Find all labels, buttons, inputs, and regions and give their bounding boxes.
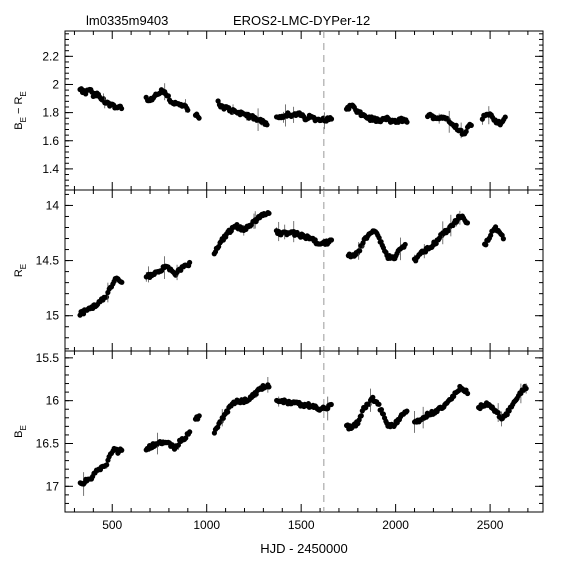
y-tick-label: 17 — [46, 479, 60, 493]
data-point — [464, 220, 471, 226]
field-label: lm0335m9403 — [86, 13, 168, 28]
y-axis-label-sub2: E — [19, 91, 28, 96]
data-point — [266, 210, 272, 216]
data-point — [453, 122, 459, 128]
panel-frame — [64, 350, 544, 513]
data-point — [483, 242, 489, 248]
data-point — [187, 429, 193, 435]
data-point — [488, 232, 494, 238]
y-axis-label-main: B — [13, 431, 25, 438]
data-point — [500, 236, 506, 242]
x-tick-label: 2000 — [382, 518, 409, 532]
y-axis-label-main: B — [13, 122, 25, 129]
star-label: EROS2-LMC-DYPer-12 — [233, 13, 370, 28]
data-point — [103, 294, 110, 300]
x-tick-label: 1500 — [288, 518, 315, 532]
y-tick-label: 16.5 — [36, 436, 60, 450]
x-tick-label: 1000 — [193, 518, 220, 532]
panel-frame — [64, 189, 544, 352]
data-point — [464, 390, 471, 397]
data-point — [104, 462, 110, 468]
data-point — [463, 128, 469, 135]
panel-red-magnitude: 14 14.5 15 RE — [13, 189, 544, 352]
y-axis-label: RE — [13, 264, 28, 277]
y-tick-label: 15 — [46, 309, 60, 323]
x-tick-label: 2500 — [477, 518, 504, 532]
y-tick-label: 14.5 — [36, 254, 60, 268]
data-point — [196, 115, 202, 121]
data-point — [264, 122, 270, 128]
data-point — [378, 407, 385, 413]
data-point — [523, 385, 529, 392]
data-point — [165, 93, 171, 99]
data-point — [118, 105, 125, 112]
y-axis-label-sub: E — [19, 264, 28, 269]
data-point — [119, 447, 125, 453]
data-point — [328, 116, 335, 122]
data-point — [225, 409, 231, 415]
panel-frame — [64, 30, 544, 191]
y-tick-label: 1.6 — [42, 134, 59, 148]
y-axis-label-main: R — [13, 269, 25, 277]
y-tick-label: 16 — [46, 394, 60, 408]
data-point — [376, 235, 382, 241]
data-point — [183, 435, 189, 441]
data-point — [328, 237, 335, 243]
y-tick-label: 1.8 — [42, 106, 59, 120]
data-point — [370, 394, 376, 400]
data-point — [196, 413, 202, 419]
y-tick-label: 2 — [52, 77, 59, 91]
y-axis-label: BE — [13, 425, 28, 438]
data-point — [404, 119, 410, 125]
data-point — [266, 384, 272, 390]
data-point — [357, 248, 363, 254]
y-axis-label-mid: − — [13, 105, 25, 118]
data-point — [175, 442, 182, 448]
data-point — [328, 401, 334, 408]
data-point — [404, 408, 410, 414]
panel-blue-magnitude: 15.5 16 16.5 17 BE 500 1000 1500 2000 2500 — [13, 350, 544, 532]
y-tick-label: 2.2 — [42, 49, 59, 63]
y-tick-label: 14 — [46, 198, 60, 212]
data-point — [402, 241, 408, 248]
data-point — [495, 409, 501, 416]
data-point — [187, 259, 193, 266]
panel-color-index: 1.41.61.822.2BE − RE — [13, 30, 544, 191]
y-axis-label-main2: R — [13, 97, 25, 105]
x-axis-label: HJD - 2450000 — [260, 541, 347, 556]
x-tick-label: 500 — [102, 518, 122, 532]
data-point — [376, 401, 382, 407]
data-point — [502, 114, 508, 120]
y-axis-label-sub: E — [19, 117, 28, 122]
data-point — [468, 122, 474, 128]
y-axis-label-sub: E — [19, 425, 28, 430]
y-axis-label: BE − RE — [13, 91, 28, 130]
y-tick-label: 15.5 — [36, 351, 60, 365]
data-point — [358, 413, 364, 419]
data-point — [185, 107, 191, 113]
y-tick-label: 1.4 — [42, 162, 59, 176]
data-point — [119, 279, 125, 285]
